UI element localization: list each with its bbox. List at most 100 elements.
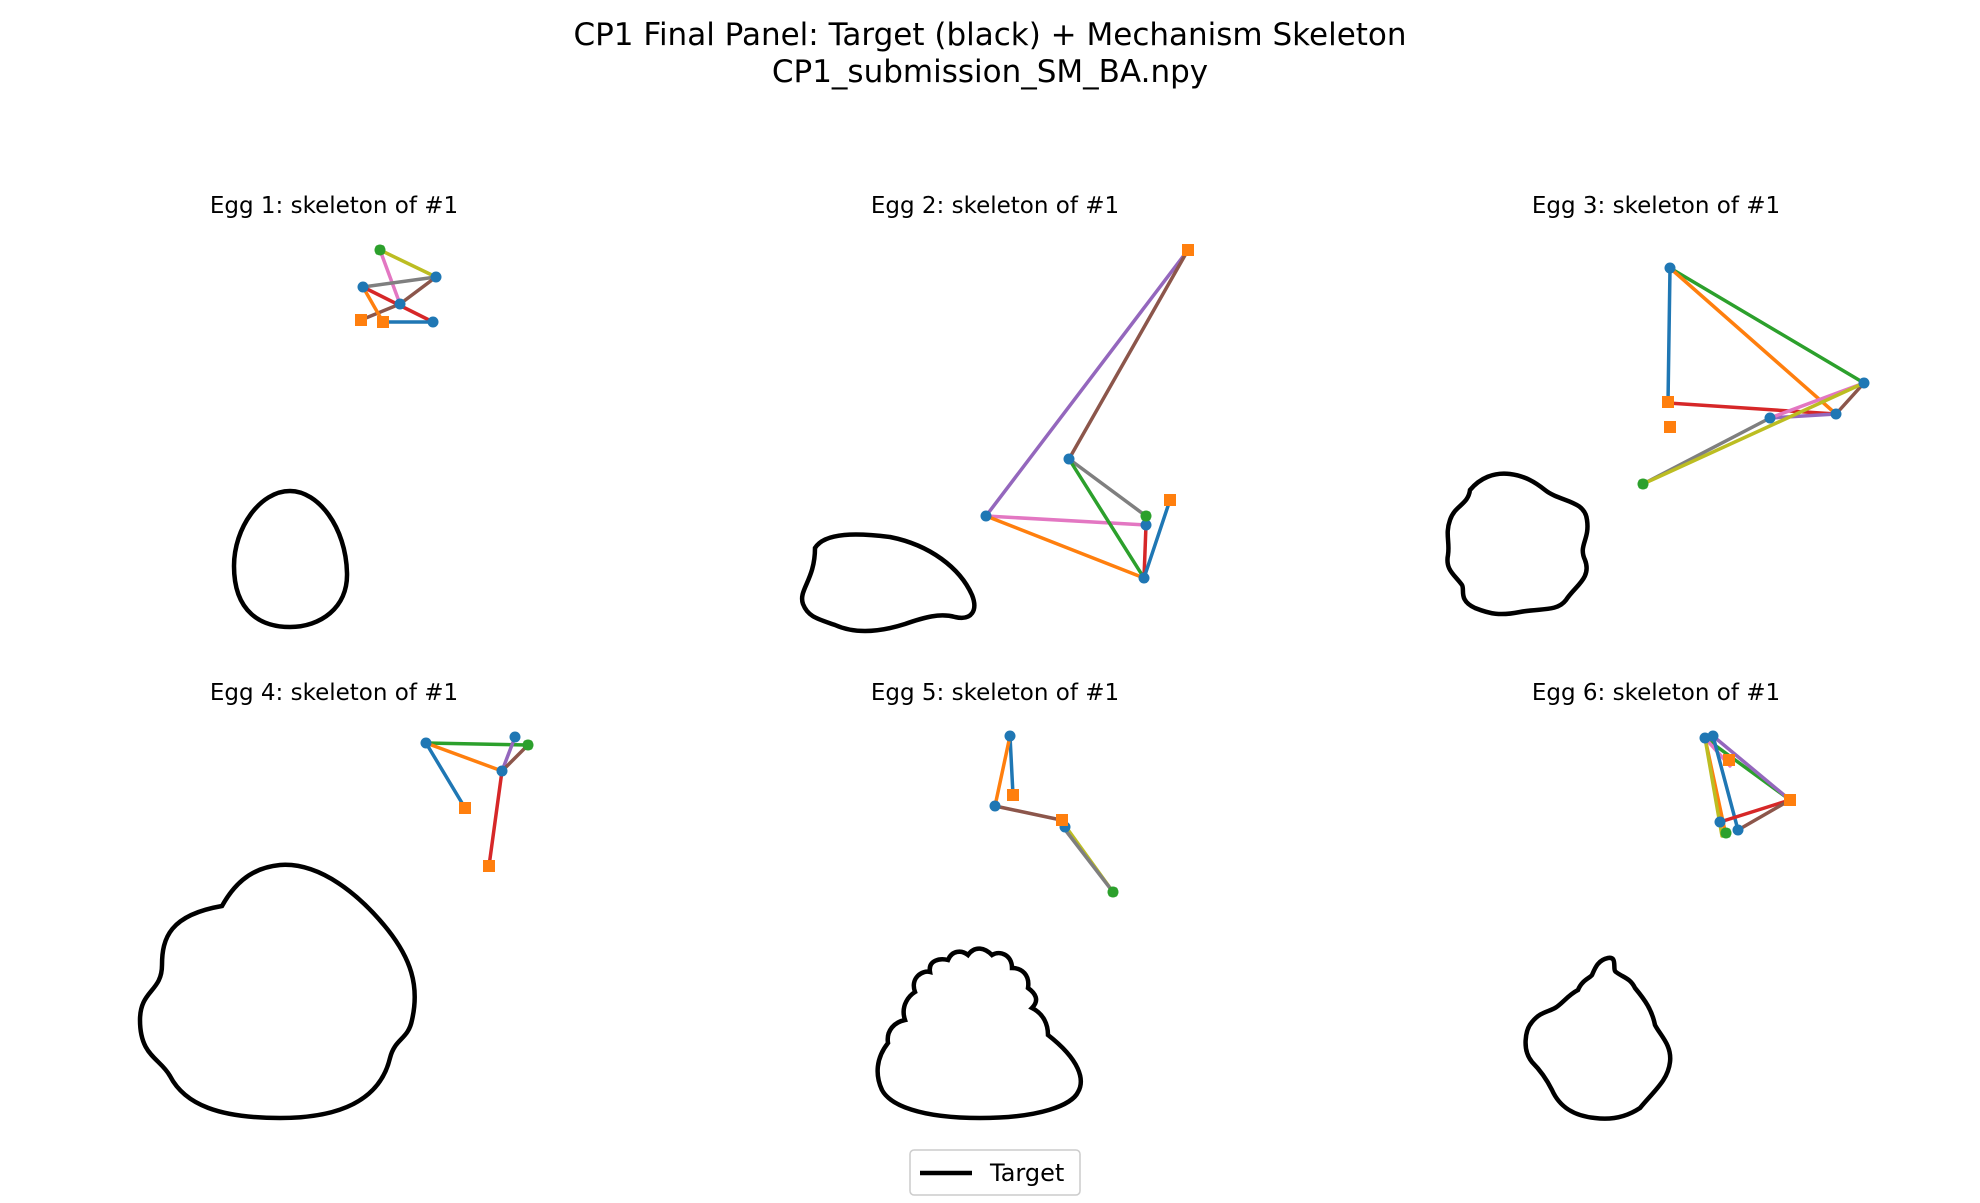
skeleton-5: [993, 734, 1115, 894]
ground-pivot: [1182, 244, 1194, 256]
skeleton-4-nodes: [420, 731, 534, 872]
output-marker: [1108, 887, 1118, 897]
skeleton-5-nodes: [989, 730, 1119, 898]
joint: [1140, 519, 1152, 531]
skeleton-link: [1008, 734, 1015, 797]
skeleton-link: [398, 275, 438, 306]
skeleton-link: [1067, 457, 1148, 518]
skeleton-link: [984, 514, 1148, 527]
figure-title: CP1 Final Panel: Target (black) + Mechan…: [573, 17, 1406, 53]
ground-pivot: [1056, 814, 1068, 826]
skeleton-link: [1668, 266, 1838, 416]
skeleton-link: [1668, 266, 1866, 385]
output-marker: [375, 245, 385, 255]
joint: [1732, 824, 1744, 836]
skeleton-link: [378, 248, 402, 306]
panel-5: Egg 5: skeleton of #1: [871, 680, 1119, 1121]
joint: [357, 281, 369, 293]
ground-pivot: [1664, 421, 1676, 433]
skeleton-link: [993, 734, 1012, 808]
output-marker: [1721, 828, 1731, 838]
joint: [1707, 730, 1719, 742]
panel-4: Egg 4: skeleton of #1: [137, 680, 534, 1121]
panel-2: Egg 2: skeleton of #1: [799, 193, 1194, 634]
skeleton-link: [500, 735, 517, 773]
joint: [394, 298, 406, 310]
panel-6: Egg 6: skeleton of #1: [1523, 680, 1796, 1121]
panel-1-title: Egg 1: skeleton of #1: [210, 193, 458, 219]
skeleton-link: [1834, 381, 1866, 416]
skeleton-link: [424, 741, 504, 773]
ground-pivot: [459, 802, 471, 814]
skeleton-link: [1142, 523, 1148, 580]
skeleton-1: [359, 248, 438, 324]
ground-pivot: [1662, 396, 1674, 408]
target-curve-3: [1445, 471, 1590, 617]
joint: [496, 765, 508, 777]
skeleton-2: [984, 248, 1190, 580]
skeleton-3: [1641, 266, 1866, 486]
ground-pivot: [1007, 789, 1019, 801]
ground-pivot: [483, 860, 495, 872]
skeleton-2-nodes: [980, 244, 1194, 584]
joint: [1063, 453, 1075, 465]
skeleton-link: [1641, 381, 1866, 486]
target-curve-4: [137, 862, 417, 1121]
skeleton-link: [1142, 498, 1172, 580]
skeleton-link: [500, 743, 530, 773]
ground-pivot: [355, 314, 367, 326]
joint: [427, 316, 439, 328]
legend-target-label: Target: [989, 1159, 1064, 1187]
skeleton-link: [359, 302, 402, 322]
joint: [1004, 730, 1016, 742]
panel-4-title: Egg 4: skeleton of #1: [210, 680, 458, 706]
joint: [1714, 816, 1726, 828]
joint: [509, 731, 521, 743]
skeleton-link: [1718, 798, 1792, 824]
joint: [1830, 408, 1842, 420]
target-curve-6: [1523, 955, 1673, 1121]
output-marker: [1141, 511, 1151, 521]
ground-pivot: [1164, 494, 1176, 506]
target-curve-1: [231, 488, 350, 630]
skeleton-link: [993, 804, 1063, 822]
joint: [1858, 377, 1870, 389]
joint: [430, 271, 442, 283]
skeleton-4: [424, 735, 530, 868]
panel-3-title: Egg 3: skeleton of #1: [1532, 193, 1780, 219]
skeleton-link: [361, 275, 438, 289]
target-curve-2: [799, 532, 977, 634]
panel-2-title: Egg 2: skeleton of #1: [871, 193, 1119, 219]
joint: [980, 510, 992, 522]
skeleton-6-nodes: [1699, 730, 1796, 839]
skeleton-3-nodes: [1637, 262, 1870, 490]
joint: [989, 800, 1001, 812]
joint: [1664, 262, 1676, 274]
legend-box: [909, 1149, 1081, 1196]
output-marker: [1638, 479, 1648, 489]
skeleton-link: [1666, 401, 1838, 416]
ground-pivot: [1723, 754, 1735, 766]
panel-3: Egg 3: skeleton of #1: [1445, 193, 1870, 617]
skeleton-link: [1061, 825, 1115, 894]
joint: [420, 737, 432, 749]
skeleton-link: [984, 248, 1190, 518]
joint: [1764, 412, 1776, 424]
output-marker: [523, 740, 533, 750]
target-curve-5: [875, 946, 1083, 1121]
panel-1: Egg 1: skeleton of #1: [210, 193, 458, 630]
skeleton-link: [1067, 457, 1146, 580]
panel-5-title: Egg 5: skeleton of #1: [871, 680, 1119, 706]
skeleton-link: [378, 248, 438, 279]
skeleton-link: [1067, 248, 1190, 461]
ground-pivot: [377, 316, 389, 328]
skeleton-1-nodes: [355, 244, 442, 328]
figure-subtitle: CP1_submission_SM_BA.npy: [772, 54, 1208, 90]
skeleton-link: [984, 514, 1146, 580]
skeleton-link: [1768, 412, 1838, 420]
skeleton-link: [1711, 734, 1792, 802]
skeleton-link: [1736, 798, 1792, 832]
ground-pivot: [1784, 794, 1796, 806]
skeleton-link: [1666, 266, 1672, 405]
